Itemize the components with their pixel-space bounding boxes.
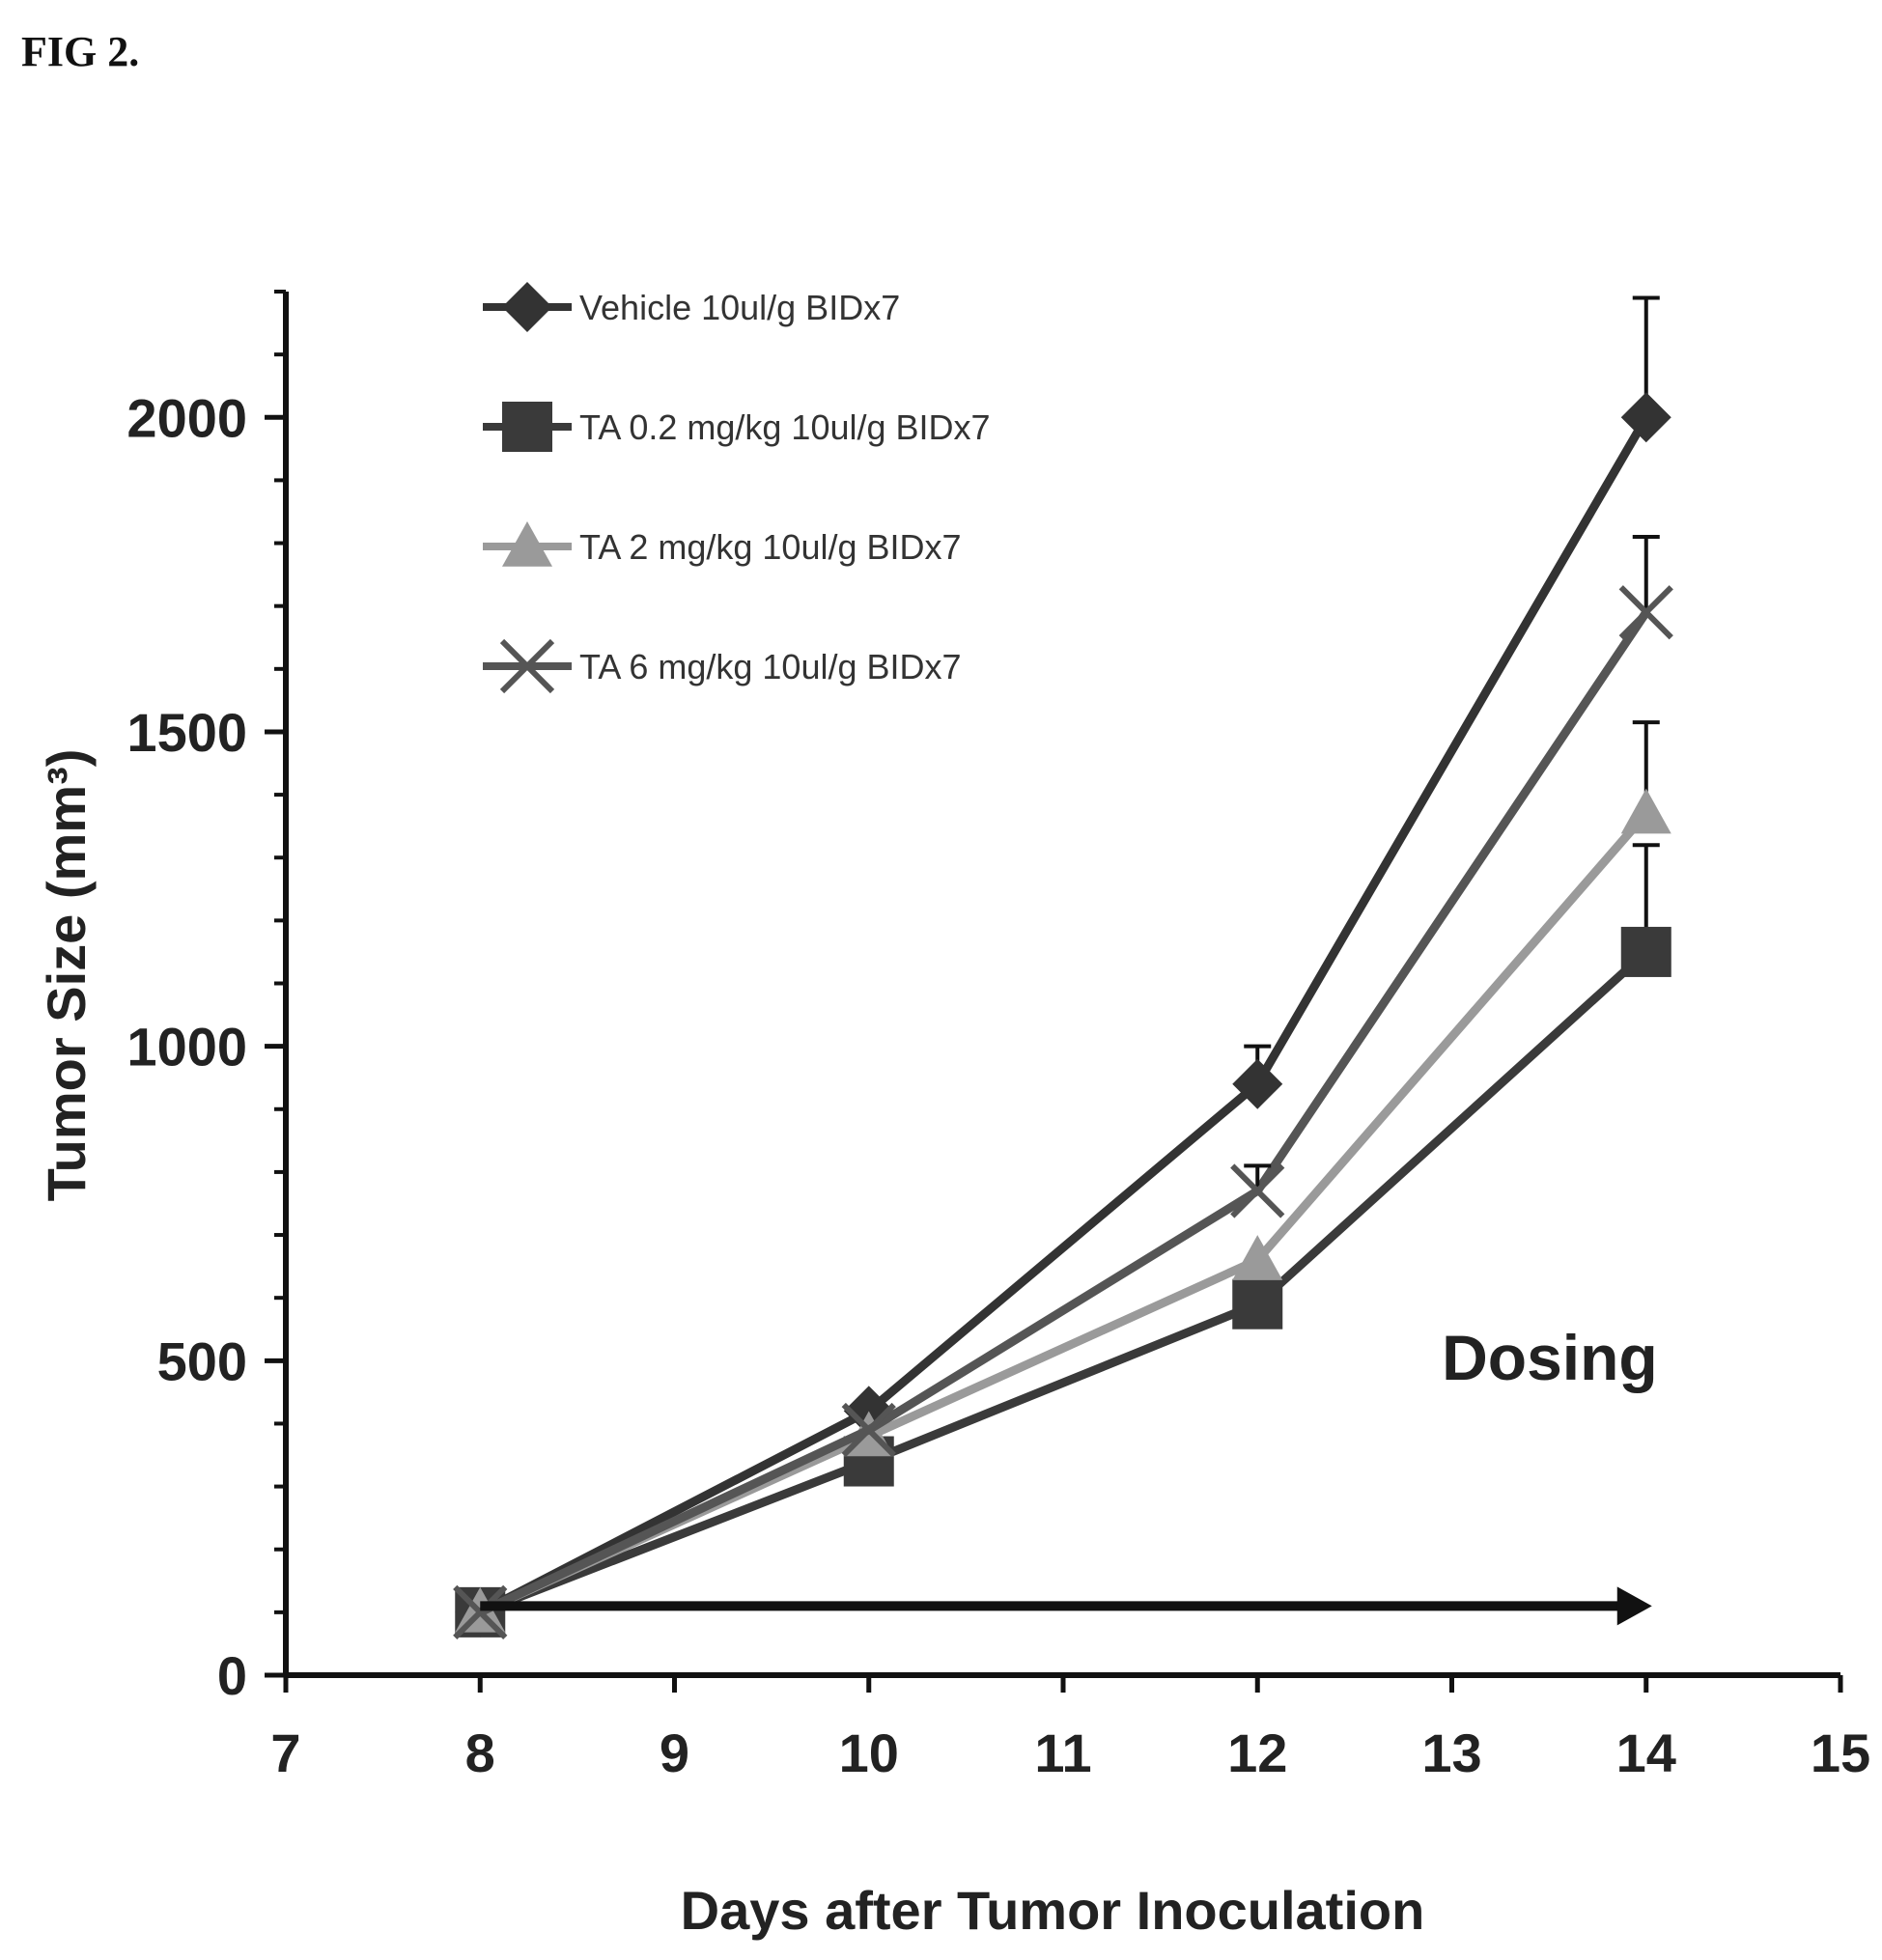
legend-marker	[502, 521, 552, 567]
series-3	[455, 720, 1671, 1633]
dosing-arrow-head	[1616, 1586, 1652, 1626]
x-marker-stroke	[1230, 1163, 1285, 1218]
legend-item-2: TA 0.2 mg/kg 10ul/g BIDx7	[483, 402, 991, 452]
x-tick-label: 15	[1811, 1722, 1870, 1783]
figure-label: FIG 2.	[21, 28, 140, 75]
data-point	[1230, 1163, 1285, 1218]
x-marker-stroke	[1618, 585, 1673, 640]
series-line	[478, 810, 1650, 1616]
y-axis-title: Tumor Size (mm³)	[36, 749, 97, 1202]
x-tick-label: 7	[270, 1722, 300, 1783]
data-point	[1620, 392, 1671, 443]
dosing-label: Dosing	[1442, 1322, 1658, 1393]
data-point	[841, 1402, 896, 1458]
x-tick-label: 9	[660, 1722, 689, 1783]
annotation-layer: Dosing	[480, 1322, 1658, 1626]
data-point	[1232, 1278, 1283, 1330]
x-marker-stroke	[841, 1402, 896, 1458]
x-tick-label: 11	[1034, 1722, 1091, 1783]
y-tick-label: 1000	[126, 1017, 247, 1078]
data-point	[1232, 1058, 1283, 1109]
data-point	[1232, 1235, 1283, 1280]
legend-marker	[502, 402, 552, 452]
series-layer	[453, 295, 1673, 1639]
legend-marker	[502, 282, 552, 332]
x-marker-stroke	[499, 638, 555, 694]
series-1	[455, 295, 1671, 1638]
y-tick-label: 500	[157, 1330, 247, 1391]
y-tick-label: 1500	[126, 702, 247, 763]
x-tick-label: 13	[1421, 1722, 1481, 1783]
y-tick-label: 0	[217, 1645, 247, 1706]
legend-item-3: TA 2 mg/kg 10ul/g BIDx7	[483, 521, 962, 567]
data-point	[1620, 788, 1671, 834]
legend-label: TA 0.2 mg/kg 10ul/g BIDx7	[579, 407, 991, 447]
legend-label: Vehicle 10ul/g BIDx7	[579, 288, 900, 327]
series-line	[478, 609, 1650, 1616]
series-2	[455, 843, 1671, 1638]
legend-label: TA 2 mg/kg 10ul/g BIDx7	[579, 527, 962, 567]
legend-marker	[499, 638, 555, 694]
legend-item-4: TA 6 mg/kg 10ul/g BIDx7	[483, 638, 962, 694]
x-axis-title: Days after Tumor Inoculation	[681, 1880, 1425, 1941]
x-tick-label: 12	[1227, 1722, 1287, 1783]
series-line	[478, 948, 1649, 1617]
x-tick-label: 14	[1616, 1722, 1676, 1783]
data-point	[1618, 585, 1673, 640]
axes: 7 8 9 10 11 12 13 14 15 0 500 1000 1500 2000	[126, 290, 1870, 1783]
y-tick-label: 2000	[126, 387, 247, 448]
series-line	[478, 415, 1650, 1616]
legend: Vehicle 10ul/g BIDx7 TA 0.2 mg/kg 10ul/g …	[483, 282, 991, 694]
series-4	[453, 535, 1673, 1639]
x-tick-label: 10	[839, 1722, 899, 1783]
legend-label: TA 6 mg/kg 10ul/g BIDx7	[579, 647, 962, 686]
x-tick-label: 8	[465, 1722, 495, 1783]
x-marker-stroke	[453, 1584, 508, 1639]
data-point	[1620, 926, 1671, 977]
data-point	[453, 1584, 508, 1639]
legend-item-1: Vehicle 10ul/g BIDx7	[483, 282, 900, 332]
